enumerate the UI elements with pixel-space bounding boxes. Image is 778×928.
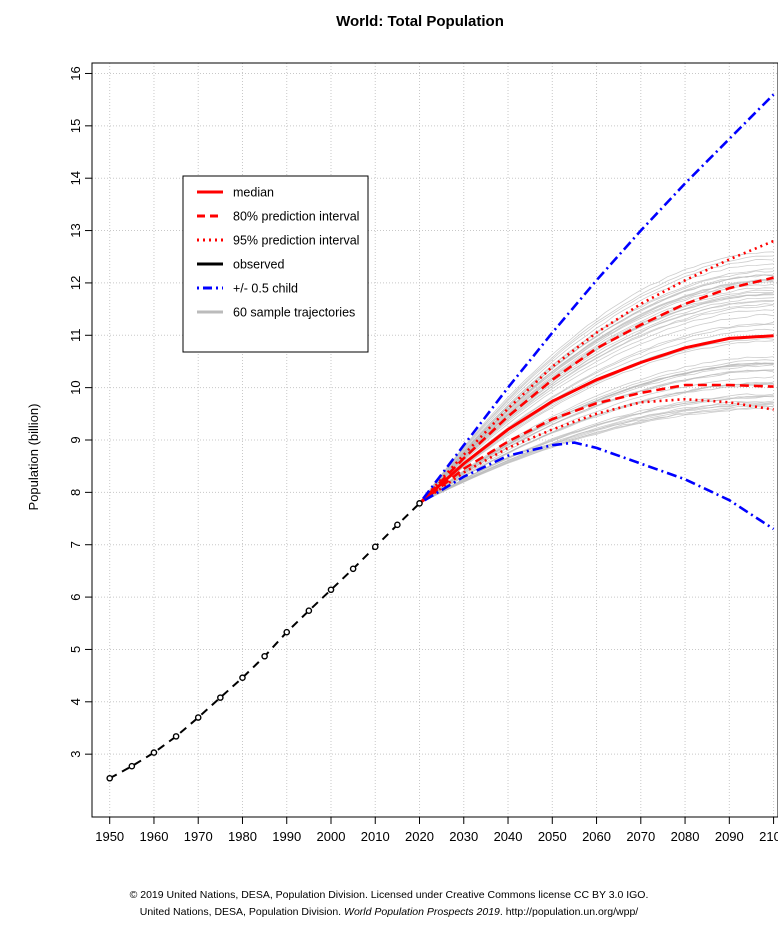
observed-point xyxy=(150,749,158,756)
sample-trajectory xyxy=(419,376,774,504)
axes: 1950 1960 1970 1980 1990 2000 2010 2020 2030 2040… xyxy=(68,62,778,844)
observed-point xyxy=(394,521,401,529)
observed-point xyxy=(217,694,224,701)
x-tick-label: 2020 xyxy=(405,829,434,844)
series-lines xyxy=(109,93,775,780)
observed-point xyxy=(305,607,313,614)
series-median xyxy=(418,334,774,505)
x-tick-label: 1970 xyxy=(184,829,213,844)
legend: median 80% prediction interval 95% predict… xyxy=(182,175,369,353)
sample-trajectory xyxy=(419,383,774,504)
observed-point xyxy=(371,543,379,551)
legend-label: 95% prediction interval xyxy=(233,234,359,248)
sample-trajectory xyxy=(419,393,774,504)
observed-point xyxy=(128,762,136,770)
observed-point xyxy=(416,500,423,507)
sample-trajectory xyxy=(419,363,774,504)
legend-label: +/- 0.5 child xyxy=(233,282,298,296)
credit-publication: World Population Prospects 2019 xyxy=(344,906,500,918)
chart-title: World: Total Population xyxy=(336,13,504,30)
sample-trajectory xyxy=(419,255,774,504)
x-tick-label: 2000 xyxy=(317,829,346,844)
sample-trajectory xyxy=(419,299,774,504)
x-tick-label: 2060 xyxy=(582,829,611,844)
sample-trajectory xyxy=(419,287,774,504)
y-tick-label: 3 xyxy=(68,751,83,758)
observed-point xyxy=(194,714,202,721)
y-tick-label: 12 xyxy=(68,276,83,290)
x-tick-label: 1990 xyxy=(272,829,301,844)
legend-label: observed xyxy=(233,258,284,272)
x-tick-label: 2100 xyxy=(759,829,778,844)
sample-trajectory xyxy=(419,259,774,504)
sample-trajectory xyxy=(419,309,774,504)
sample-trajectory xyxy=(419,279,774,504)
observed-point xyxy=(261,652,268,660)
observed-point xyxy=(106,774,114,782)
series-80-prediction-interval-upper xyxy=(418,276,774,505)
sample-trajectory xyxy=(419,313,774,504)
x-tick-label: 1960 xyxy=(140,829,169,844)
y-tick-label: 16 xyxy=(68,66,83,80)
sample-trajectory xyxy=(419,340,774,504)
y-tick-label: 13 xyxy=(68,223,83,237)
legend-label: 60 sample trajectories xyxy=(233,306,355,320)
y-tick-label: 15 xyxy=(68,119,83,133)
sample-trajectory xyxy=(419,407,774,504)
observed-point xyxy=(239,674,246,682)
sample-trajectory xyxy=(419,251,774,504)
observed-points xyxy=(106,500,423,782)
y-tick-label: 8 xyxy=(68,489,83,496)
credit-prefix: United Nations, DESA, Population Divisio… xyxy=(139,906,345,918)
sample-trajectory xyxy=(419,359,774,504)
sample-trajectory xyxy=(419,404,774,504)
x-tick-label: 2090 xyxy=(715,829,744,844)
credit-line-1: © 2019 United Nations, DESA, Population … xyxy=(129,889,649,901)
sample-trajectory xyxy=(419,369,774,504)
sample-trajectory xyxy=(419,292,774,504)
x-tick-label: 2040 xyxy=(494,829,523,844)
y-tick-label: 11 xyxy=(68,329,83,343)
series-95-prediction-interval-upper xyxy=(418,239,775,505)
observed-point xyxy=(327,586,335,594)
y-tick-label: 4 xyxy=(68,698,83,705)
x-tick-label: 2070 xyxy=(626,829,655,844)
x-tick-label: 2050 xyxy=(538,829,567,844)
y-tick-label: 5 xyxy=(68,646,83,653)
series-95-prediction-interval-lower xyxy=(418,397,774,505)
sample-trajectory xyxy=(419,337,774,504)
x-tick-label: 1980 xyxy=(228,829,257,844)
x-tick-label: 2080 xyxy=(671,829,700,844)
sample-trajectory xyxy=(419,303,774,504)
legend-label: median xyxy=(233,186,274,200)
y-tick-label: 7 xyxy=(68,541,83,548)
credit-suffix: . http://population.un.org/wpp/ xyxy=(499,906,639,918)
y-tick-label: 10 xyxy=(68,380,83,394)
credit-line-2: United Nations, DESA, Population Divisio… xyxy=(0,906,778,918)
observed-point xyxy=(349,565,357,573)
sample-trajectory xyxy=(419,395,774,504)
x-tick-label: 1950 xyxy=(95,829,124,844)
y-tick-label: 6 xyxy=(68,593,83,600)
observed-point xyxy=(283,628,291,636)
series-0-5-child-lower xyxy=(418,441,775,531)
y-tick-label: 14 xyxy=(68,171,83,185)
legend-label: 80% prediction interval xyxy=(233,210,359,224)
sample-trajectory xyxy=(419,401,774,504)
y-axis-label: Population (billion) xyxy=(26,404,41,511)
sample-trajectory xyxy=(419,263,774,504)
sample-trajectory xyxy=(419,274,774,504)
observed-point xyxy=(172,733,180,740)
y-tick-label: 9 xyxy=(68,436,83,443)
x-tick-label: 2030 xyxy=(449,829,478,844)
series-80-prediction-interval-lower xyxy=(418,383,774,505)
x-tick-label: 2010 xyxy=(361,829,390,844)
